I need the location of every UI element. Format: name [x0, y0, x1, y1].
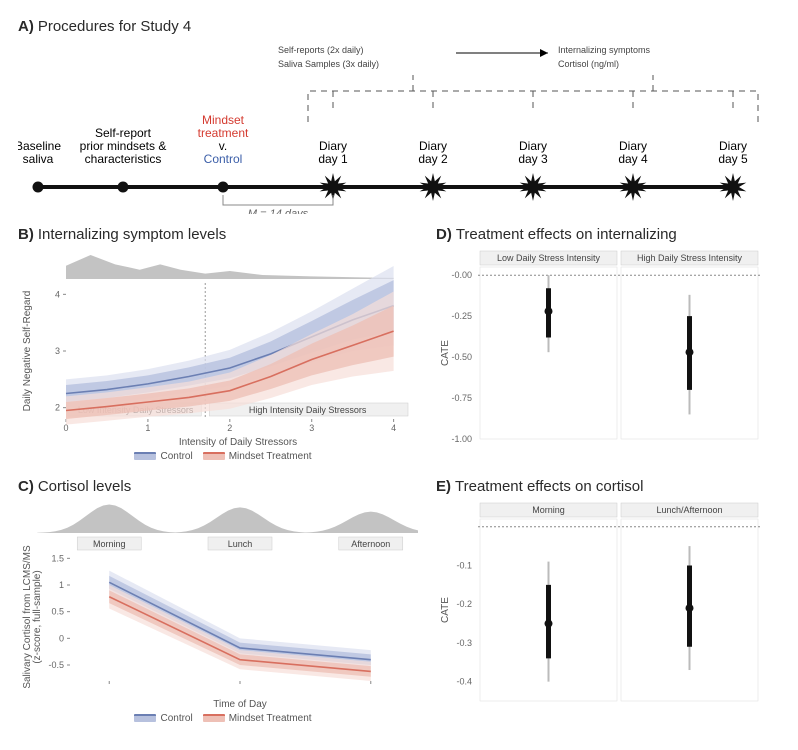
svg-text:Lunch/Afternoon: Lunch/Afternoon: [656, 505, 722, 515]
svg-text:-0.4: -0.4: [456, 677, 472, 687]
svg-text:3: 3: [309, 423, 314, 433]
svg-text:Diary: Diary: [419, 139, 447, 153]
svg-text:CATE: CATE: [440, 597, 451, 623]
svg-text:4: 4: [391, 423, 396, 433]
panel-c-legend: ControlMindset Treatment: [18, 713, 418, 724]
panel-a-diagram: Self-reports (2x daily) Saliva Samples (3…: [18, 39, 778, 214]
svg-text:2: 2: [227, 423, 232, 433]
svg-text:Diary: Diary: [319, 139, 347, 153]
svg-text:Morning: Morning: [93, 539, 126, 549]
svg-text:Daily Negative Self-Regard: Daily Negative Self-Regard: [22, 291, 33, 412]
svg-text:-0.5: -0.5: [48, 660, 64, 670]
svg-text:Intensity of Daily Stressors: Intensity of Daily Stressors: [179, 437, 297, 447]
svg-text:3: 3: [55, 346, 60, 356]
svg-text:day 5: day 5: [718, 152, 748, 166]
svg-text:-0.75: -0.75: [451, 393, 472, 403]
svg-text:M = 14 days: M = 14 days: [248, 208, 309, 214]
panel-b-title: B)Internalizing symptom levels: [18, 226, 418, 243]
svg-text:4: 4: [55, 289, 60, 299]
svg-text:0: 0: [59, 633, 64, 643]
svg-text:Cortisol (ng/ml): Cortisol (ng/ml): [558, 59, 619, 69]
svg-text:Morning: Morning: [532, 505, 565, 515]
panel-e-title: E)Treatment effects on cortisol: [436, 478, 780, 495]
svg-text:CATE: CATE: [440, 340, 451, 366]
svg-text:day 2: day 2: [418, 152, 448, 166]
svg-text:Afternoon: Afternoon: [351, 539, 390, 549]
svg-text:1: 1: [59, 580, 64, 590]
svg-text:Self-reports (2x daily): Self-reports (2x daily): [278, 45, 364, 55]
svg-text:Mindset: Mindset: [202, 113, 245, 127]
panel-a-title: A)Procedures for Study 4: [18, 18, 780, 35]
svg-text:saliva: saliva: [23, 152, 54, 166]
svg-text:-0.00: -0.00: [451, 270, 472, 280]
svg-text:(z-score, full-sample): (z-score, full-sample): [32, 570, 43, 663]
panel-c-title: C)Cortisol levels: [18, 478, 418, 495]
svg-text:day 1: day 1: [318, 152, 348, 166]
svg-text:v.: v.: [219, 139, 227, 153]
svg-text:Saliva Samples (3x daily): Saliva Samples (3x daily): [278, 59, 379, 69]
svg-text:Diary: Diary: [519, 139, 547, 153]
panel-c-chart: Morning Lunch Afternoon -0.5 0 0.5 1 1.5 Time of…: [18, 499, 418, 709]
svg-text:Diary: Diary: [619, 139, 647, 153]
svg-text:prior mindsets &: prior mindsets &: [80, 139, 167, 153]
panel-b-chart: 23401234Low Intensity Daily StressorsHig…: [18, 247, 418, 447]
svg-text:Control: Control: [204, 152, 243, 166]
svg-text:-0.25: -0.25: [451, 311, 472, 321]
svg-text:treatment: treatment: [198, 126, 249, 140]
svg-text:2: 2: [55, 403, 60, 413]
svg-text:0.5: 0.5: [51, 607, 64, 617]
svg-text:Time of Day: Time of Day: [213, 699, 267, 709]
svg-text:day 4: day 4: [618, 152, 648, 166]
svg-text:1: 1: [145, 423, 150, 433]
svg-text:-0.3: -0.3: [456, 638, 472, 648]
panel-d-chart: Low Daily Stress Intensity High Daily Str…: [436, 247, 766, 447]
svg-text:-0.50: -0.50: [451, 352, 472, 362]
svg-text:Internalizing symptoms: Internalizing symptoms: [558, 45, 651, 55]
svg-text:-0.1: -0.1: [456, 560, 472, 570]
svg-text:Low Daily Stress Intensity: Low Daily Stress Intensity: [497, 253, 601, 263]
svg-text:-0.2: -0.2: [456, 599, 472, 609]
panel-d-title: D)Treatment effects on internalizing: [436, 226, 780, 243]
svg-text:Self-report: Self-report: [95, 126, 152, 140]
panel-b-legend: ControlMindset Treatment: [18, 451, 418, 462]
svg-text:day 3: day 3: [518, 152, 548, 166]
svg-text:Diary: Diary: [719, 139, 747, 153]
svg-text:High Daily Stress Intensity: High Daily Stress Intensity: [637, 253, 743, 263]
svg-text:1.5: 1.5: [51, 553, 64, 563]
svg-text:Baseline: Baseline: [18, 139, 61, 153]
svg-text:Lunch: Lunch: [228, 539, 253, 549]
svg-text:High Intensity Daily Stressors: High Intensity Daily Stressors: [249, 405, 367, 415]
svg-text:characteristics: characteristics: [85, 152, 162, 166]
panel-e-chart: Morning Lunch/Afternoon -0.1 -0.2 -0.3 -0.4 CA…: [436, 499, 766, 709]
svg-text:-1.00: -1.00: [451, 434, 472, 444]
